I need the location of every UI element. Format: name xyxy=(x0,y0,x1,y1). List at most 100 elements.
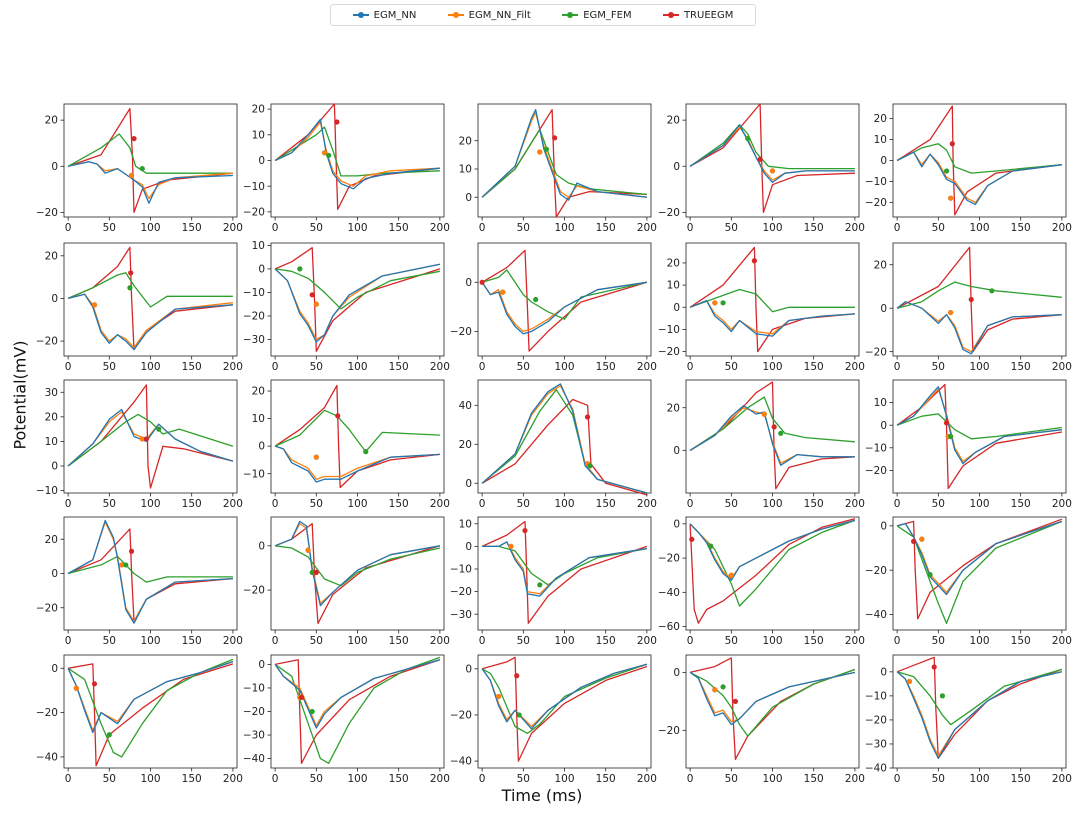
panel-3-3-frame xyxy=(477,379,652,494)
panel-4-3-marker-egm_fem xyxy=(537,582,543,588)
panel-3-1-ytick-label: −10 xyxy=(36,485,58,497)
panel-5-1-ytick-label: 0 xyxy=(51,663,58,675)
panel-2-2-ytick-label: −10 xyxy=(243,287,265,299)
panel-1-5-xtick-label: 150 xyxy=(1011,222,1031,234)
panel-3-3-line-egm_nn xyxy=(481,383,648,494)
panel-1-2-xtick-label: 50 xyxy=(310,222,323,234)
panel-5-2-line-egm_fem xyxy=(274,656,441,764)
panel-3-5-xtick-label: 200 xyxy=(1052,498,1072,510)
panel-2-3-ytick-label: −20 xyxy=(450,326,472,338)
panel-5-3-line-egm_fem xyxy=(481,663,648,735)
panel-3-5-ytick-label: 0 xyxy=(880,420,887,432)
panel-2-4-xtick-label: 200 xyxy=(845,361,865,373)
panel-5-4-line-egm_nn xyxy=(689,671,856,726)
panel-3-3-ytick-label: 0 xyxy=(465,478,472,490)
panel-3-4-xtick-label: 200 xyxy=(845,498,865,510)
panel-3-1-xtick-label: 100 xyxy=(140,498,160,510)
panel-5-2-ytick-label: −30 xyxy=(243,730,265,742)
legend-label-trueegm: TRUEEGM xyxy=(683,9,734,21)
panel-1-3-frame xyxy=(477,103,652,218)
panel-1-2-ytick-label: −20 xyxy=(243,206,265,218)
panel-2-3-line-egm_nn xyxy=(481,281,647,335)
panel-2-1-frame xyxy=(63,242,238,357)
panel-3-4-marker-egm_nn_filt xyxy=(761,411,767,417)
panel-3-5-xtick-label: 50 xyxy=(932,498,945,510)
panel-2-5-ytick-label: −20 xyxy=(865,346,887,358)
panel-4-5-xtick-label: 0 xyxy=(894,635,901,647)
panel-3-4-line-trueegm xyxy=(689,381,855,490)
panel-1-5-ytick-label: 20 xyxy=(874,113,887,125)
panel-1-1-marker-egm_fem xyxy=(139,165,145,172)
panel-2-2-line-trueegm xyxy=(274,247,441,352)
panel-4-1-marker-trueegm xyxy=(128,548,135,554)
panel-3-3-xtick-label: 0 xyxy=(479,498,486,510)
panel-2-2-xtick-label: 200 xyxy=(430,361,450,373)
panel-3-2-frame xyxy=(270,379,445,494)
panel-5-4-xtick-label: 100 xyxy=(762,773,782,785)
panel-5-5-marker-trueegm xyxy=(931,664,937,670)
panel-1-5-ytick-label: 0 xyxy=(880,155,887,167)
panel-1-2-ytick-label: 20 xyxy=(252,104,265,116)
panel-2-5-frame xyxy=(892,242,1067,357)
legend-item-egm-nn: EGM_NN xyxy=(352,10,416,21)
panel-4-1-ytick-label: 0 xyxy=(51,568,58,580)
panel-2-4-ytick-label: −20 xyxy=(658,346,680,358)
panel-2-4-line-trueegm xyxy=(689,246,855,353)
panel-4-3-marker-egm_nn_filt xyxy=(508,543,514,549)
panel-1-4-frame xyxy=(685,103,860,218)
panel-1-1-xtick-label: 100 xyxy=(140,222,160,234)
panel-3-5-xtick-label: 0 xyxy=(894,498,901,510)
panel-3-2-xtick-label: 150 xyxy=(389,498,409,510)
panel-1-4-line-egm_fem xyxy=(689,124,855,170)
panel-3-2-line-egm_nn xyxy=(274,445,440,483)
panel-3-1-ytick-label: 0 xyxy=(51,461,58,473)
panel-3-1-xtick-label: 50 xyxy=(103,498,116,510)
legend-swatch-trueegm xyxy=(662,12,679,18)
panel-2-1-ytick-label: −20 xyxy=(36,336,58,348)
panel-2-5-marker-egm_nn_filt xyxy=(948,309,954,316)
panel-4-4-xtick-label: 100 xyxy=(762,635,782,647)
panel-3-5-ytick-label: 10 xyxy=(874,397,887,409)
panel-3-4-xtick-label: 50 xyxy=(725,498,738,510)
panel-1-4-xtick-label: 50 xyxy=(725,222,738,234)
panel-1-2-xtick-label: 200 xyxy=(430,222,450,234)
panel-1-1-ytick-label: −20 xyxy=(36,207,58,219)
panel-2-4-xtick-label: 100 xyxy=(762,361,782,373)
panel-3-1-ytick-label: 30 xyxy=(45,387,58,399)
panel-1-1-marker-trueegm xyxy=(131,135,137,142)
panel-4-2-frame xyxy=(270,516,445,631)
panel-3-5-line-egm_fem xyxy=(896,413,1062,440)
panel-4-3-xtick-label: 0 xyxy=(479,635,486,647)
panel-5-5-marker-egm_fem xyxy=(939,693,946,699)
panel-5-5-xtick-label: 50 xyxy=(932,773,945,785)
panel-5-5-frame xyxy=(892,654,1067,769)
panel-1-3-marker-trueegm xyxy=(552,135,558,141)
y-axis-label: Potential(mV) xyxy=(10,340,30,450)
panel-5-5-ytick-label: −30 xyxy=(865,739,887,751)
legend-swatch-egm-nn-filt xyxy=(447,12,464,18)
legend-label-egm-nn-filt: EGM_NN_Filt xyxy=(468,9,531,21)
panel-3-2-line-trueegm xyxy=(274,384,440,489)
panel-1-3-xtick-label: 50 xyxy=(517,222,530,234)
panel-1-3-xtick-label: 200 xyxy=(637,222,657,234)
panel-1-1-xtick-label: 150 xyxy=(182,222,202,234)
panel-3-3-line-trueegm xyxy=(481,398,648,496)
panel-4-2-xtick-label: 0 xyxy=(272,635,279,647)
panel-5-4-xtick-label: 150 xyxy=(804,773,824,785)
panel-1-1-ytick-label: 20 xyxy=(45,115,58,127)
panel-4-3-ytick-label: 10 xyxy=(459,518,472,530)
panel-3-2-ytick-label: −10 xyxy=(243,468,265,480)
panel-5-5-xtick-label: 150 xyxy=(1011,773,1031,785)
panel-2-4-ytick-label: 0 xyxy=(673,302,680,314)
panel-2-2-ytick-label: 0 xyxy=(258,263,265,275)
panel-2-1-xtick-label: 150 xyxy=(182,361,202,373)
panel-4-4-xtick-label: 200 xyxy=(845,635,865,647)
panel-2-4-frame xyxy=(685,242,860,357)
panel-2-1-line-egm_fem xyxy=(67,272,233,308)
panel-2-3-marker-egm_fem xyxy=(533,296,539,303)
panel-4-2-line-trueegm xyxy=(274,522,441,625)
panel-2-1-line-egm_nn xyxy=(67,293,233,351)
panel-3-4-marker-trueegm xyxy=(771,424,777,430)
panel-1-1-xtick-label: 0 xyxy=(65,222,72,234)
